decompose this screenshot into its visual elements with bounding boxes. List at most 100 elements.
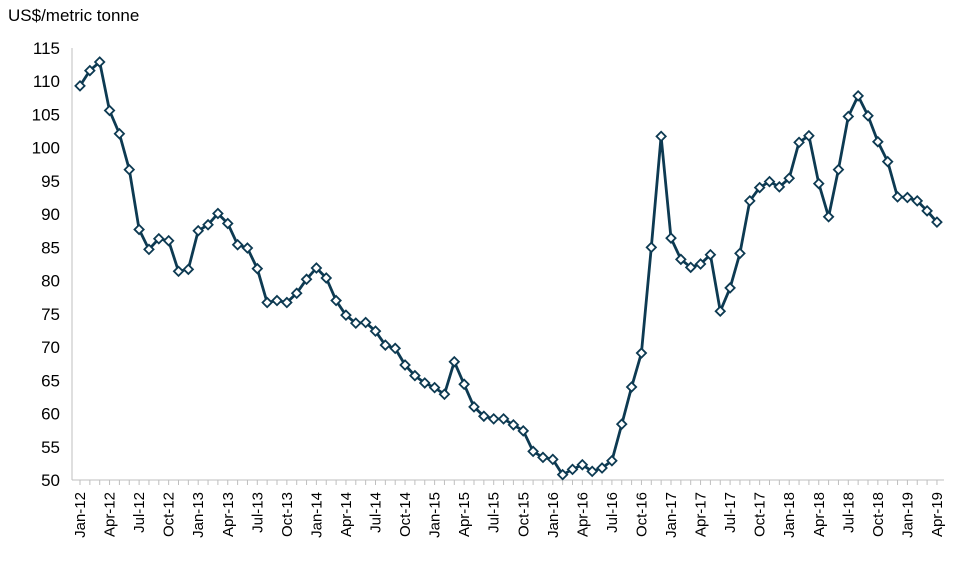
data-point-Dec-12 <box>182 263 195 276</box>
x-tick-label: Jan-18 <box>781 492 798 538</box>
data-point-Mar-19 <box>921 204 933 217</box>
data-point-Oct-13 <box>280 296 293 309</box>
data-point-Jun-17 <box>714 305 727 318</box>
data-point-Feb-14 <box>320 272 333 284</box>
data-point-Jul-13 <box>251 262 264 275</box>
data-point-Apr-17 <box>694 258 707 270</box>
x-tick-label: Apr-13 <box>220 492 237 537</box>
data-point-Aug-18 <box>852 89 865 102</box>
x-tick-label: Apr-16 <box>574 492 591 537</box>
data-point-Apr-15 <box>458 378 471 391</box>
data-point-Sep-18 <box>862 109 874 122</box>
y-tick-label: 75 <box>41 305 60 324</box>
x-tick-label: Jan-13 <box>190 492 207 538</box>
data-point-Nov-16 <box>645 241 658 254</box>
x-tick-label: Jan-19 <box>899 492 916 538</box>
y-tick-label: 85 <box>41 238 60 257</box>
y-tick-label: 50 <box>41 471 60 490</box>
data-point-Dec-17 <box>773 181 786 193</box>
data-point-Oct-16 <box>635 347 648 359</box>
x-tick-label: Oct-15 <box>515 492 532 537</box>
x-tick-label: Jul-16 <box>604 492 621 533</box>
data-point-Jan-13 <box>192 224 205 237</box>
x-tick-label: Oct-12 <box>161 492 178 537</box>
data-point-Dec-15 <box>537 451 549 464</box>
x-tick-label: Apr-17 <box>693 492 710 537</box>
data-point-May-17 <box>704 248 717 261</box>
data-point-Aug-13 <box>261 296 274 309</box>
data-point-Jun-14 <box>359 316 372 329</box>
data-point-Feb-17 <box>674 253 687 266</box>
x-tick-label: Apr-18 <box>811 492 828 537</box>
data-point-Jun-13 <box>241 242 254 254</box>
data-point-Jun-16 <box>596 462 608 474</box>
data-point-Nov-17 <box>763 175 776 188</box>
axes: 50 55 60 65 70 75 80 85 90 95 100 105 110 115 Jan-12 Ap… <box>32 39 946 538</box>
y-tick-label: 60 <box>41 405 60 424</box>
data-point-Apr-19 <box>931 216 943 229</box>
y-tick-label: 115 <box>33 39 60 58</box>
data-point-Jun-15 <box>477 410 490 423</box>
data-point-May-14 <box>349 317 362 330</box>
y-tick-label: 90 <box>41 205 60 224</box>
data-point-Feb-13 <box>202 218 214 231</box>
data-point-Dec-13 <box>300 273 313 286</box>
data-point-Oct-12 <box>162 234 175 247</box>
x-tick-label: Jan-17 <box>663 492 680 538</box>
x-tick-label: Oct-17 <box>752 492 769 537</box>
data-point-Sep-17 <box>743 194 756 207</box>
y-tick-label: 80 <box>41 272 60 291</box>
x-tick-label: Jul-15 <box>486 492 503 533</box>
data-point-Jan-15 <box>428 381 441 394</box>
y-axis-unit-label: US$/metric tonne <box>8 6 140 25</box>
data-point-Jul-14 <box>369 325 382 337</box>
data-point-Aug-15 <box>497 412 510 425</box>
data-point-Nov-13 <box>290 287 303 300</box>
data-point-May-13 <box>231 238 244 251</box>
y-tick-label: 55 <box>41 438 60 457</box>
data-point-Oct-14 <box>399 359 411 371</box>
x-tick-label: Apr-15 <box>456 492 473 537</box>
x-tick-label: Apr-19 <box>929 492 946 537</box>
data-point-Sep-13 <box>271 294 283 307</box>
data-point-Oct-18 <box>871 135 884 148</box>
data-point-Mar-16 <box>566 463 579 476</box>
data-point-Mar-13 <box>212 207 224 220</box>
data-point-Sep-15 <box>507 418 520 431</box>
data-point-Feb-15 <box>438 388 451 401</box>
x-tick-label: Oct-14 <box>397 492 414 537</box>
data-point-Mar-17 <box>684 261 697 274</box>
data-point-Aug-14 <box>379 339 392 351</box>
data-point-May-15 <box>468 401 480 413</box>
data-point-Jan-17 <box>665 232 677 244</box>
series-line <box>78 60 938 477</box>
data-point-Jul-17 <box>724 282 736 294</box>
data-point-Apr-18 <box>812 177 825 190</box>
data-point-Dec-16 <box>655 130 668 143</box>
y-tick-label: 65 <box>41 371 60 390</box>
x-tick-label: Oct-13 <box>279 492 296 537</box>
data-point-Feb-16 <box>556 468 569 481</box>
data-point-Mar-14 <box>330 294 342 307</box>
data-point-Aug-12 <box>143 243 155 256</box>
data-point-Jan-18 <box>783 172 796 185</box>
data-point-May-18 <box>822 210 835 223</box>
data-point-Apr-12 <box>103 104 116 117</box>
x-tick-label: Jan-16 <box>545 492 562 538</box>
data-point-Feb-18 <box>793 136 805 149</box>
series-layer <box>74 56 943 481</box>
data-point-Jul-16 <box>606 454 618 467</box>
data-point-Dec-14 <box>418 377 431 389</box>
x-tick-label: Jul-12 <box>131 492 148 533</box>
data-point-Nov-14 <box>409 369 421 382</box>
x-tick-label: Oct-16 <box>633 492 650 537</box>
data-point-Jun-12 <box>123 163 136 176</box>
data-point-Nov-18 <box>881 155 894 168</box>
data-point-Mar-18 <box>803 129 815 142</box>
x-tick-label: Jan-14 <box>308 492 325 538</box>
data-point-May-12 <box>113 127 126 140</box>
data-point-Oct-15 <box>517 424 530 437</box>
x-tick-label: Jan-15 <box>427 492 444 538</box>
data-point-Sep-12 <box>152 232 165 245</box>
